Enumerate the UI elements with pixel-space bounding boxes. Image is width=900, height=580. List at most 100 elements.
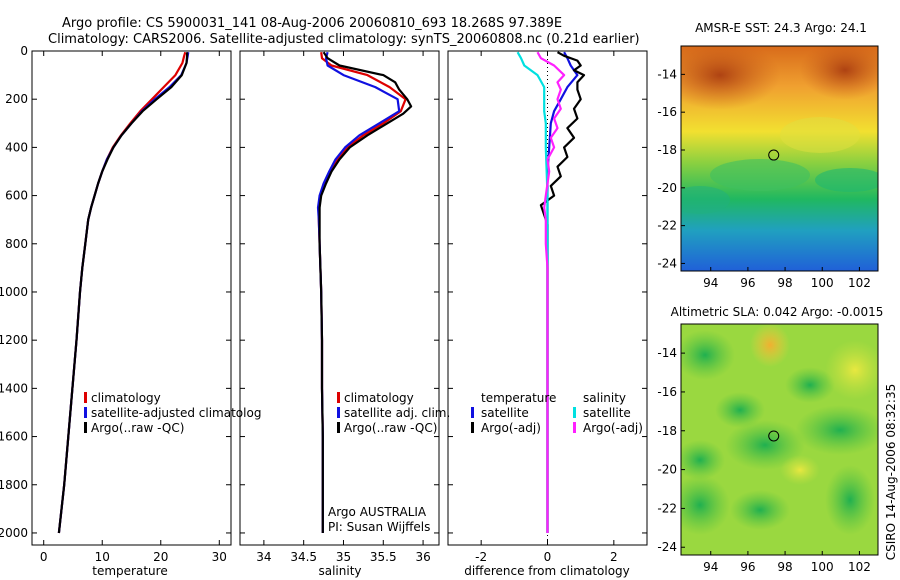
x-tick-label: 2 (610, 550, 618, 564)
temperature-lines (57, 51, 190, 534)
pi-annotation: PI: Susan Wijffels (328, 520, 430, 534)
temperature-xlabel: temperature (92, 564, 167, 578)
legend-label-sal-satellite: satellite (583, 406, 631, 420)
salinity-legend: climatology satellite adj. clim. Argo(..… (337, 391, 450, 435)
map-x-tick-label: 94 (703, 560, 718, 574)
x-tick-label: -2 (475, 550, 487, 564)
y-tick-label: 2000 (0, 526, 28, 540)
map-y-tick-label: -18 (657, 143, 677, 157)
legend-heading-temperature: temperature (481, 391, 556, 405)
sla-heatmap (681, 324, 878, 555)
map-x-tick-label: 94 (703, 276, 718, 290)
figure-title-line-2: Climatology: CARS2006. Satellite-adjuste… (48, 32, 640, 47)
sst-heatmap (681, 46, 878, 271)
map-y-tick-label: -22 (657, 501, 677, 515)
map-x-tick-label: 98 (777, 560, 792, 574)
sla-map-title: Altimetric SLA: 0.042 Argo: -0.0015 (671, 305, 884, 319)
y-tick-label: 1600 (0, 430, 28, 444)
sla-map-ticks: 94 96 98 100 102 -14 -16 -18 -20 -22 -24 (657, 346, 870, 574)
y-tick-label: 1200 (0, 333, 28, 347)
legend-heading-salinity: salinity (583, 391, 626, 405)
y-tick-label: 600 (5, 189, 28, 203)
x-tick-label: 36 (415, 550, 430, 564)
y-tick-label: 400 (5, 140, 28, 154)
difference-panel: -2 0 2 difference from climatology tempera… (447, 50, 648, 578)
map-y-tick-label: -20 (657, 463, 677, 477)
series-line-climatology (57, 51, 187, 534)
map-x-tick-label: 102 (848, 276, 871, 290)
legend-swatch-sal-argo (573, 422, 576, 433)
y-tick-label: 800 (5, 237, 28, 251)
side-timestamp-label: CSIRO 14-Aug-2006 08:32:35 (884, 384, 898, 560)
difference-xlabel: difference from climatology (464, 564, 630, 578)
map-x-tick-label: 96 (740, 560, 755, 574)
map-x-tick-label: 98 (777, 276, 792, 290)
temperature-axes (31, 50, 232, 546)
legend-label-temp-satellite: satellite (481, 406, 529, 420)
x-tick-label: 30 (212, 550, 227, 564)
map-x-tick-label: 100 (811, 276, 834, 290)
legend-swatch-temp-satellite (471, 407, 474, 418)
x-tick-label: 20 (153, 550, 168, 564)
sst-map-ticks: 94 96 98 100 102 -14 -16 -18 -20 -22 -24 (657, 67, 870, 290)
map-y-tick-label: -18 (657, 424, 677, 438)
legend-swatch-temp-argo (471, 422, 474, 433)
temperature-legend: climatology satellite-adjusted climatolo… (84, 391, 261, 435)
x-tick-label: 10 (95, 550, 110, 564)
y-tick-label: 1000 (0, 285, 28, 299)
legend-label-climatology: climatology (91, 391, 161, 405)
legend-swatch-satellite (84, 407, 87, 418)
series-line-salinity-argo-adj- (536, 51, 566, 533)
sla-map-panel: Altimetric SLA: 0.042 Argo: -0.0015 94 96… (657, 305, 884, 574)
legend-label-satellite: satellite-adjusted climatolog (91, 406, 261, 420)
map-y-tick-label: -16 (657, 385, 677, 399)
legend-swatch-argo (337, 422, 340, 433)
sst-map-title: AMSR-E SST: 24.3 Argo: 24.1 (695, 21, 867, 35)
series-line-argo-raw-qc- (318, 51, 413, 533)
x-tick-label: 35.5 (370, 550, 397, 564)
map-y-tick-label: -24 (657, 256, 677, 270)
legend-swatch-argo (84, 422, 87, 433)
map-y-tick-label: -16 (657, 105, 677, 119)
series-line-salinity-satellite (516, 51, 549, 533)
y-tick-label: 1400 (0, 381, 28, 395)
legend-label-satellite: satellite adj. clim. (344, 406, 450, 420)
legend-label-argo: Argo(..raw -QC) (91, 421, 184, 435)
float-owner-annotation: Argo AUSTRALIA (328, 505, 427, 519)
map-y-tick-label: -14 (657, 67, 677, 81)
legend-swatch-climatology (84, 392, 87, 403)
map-y-tick-label: -22 (657, 219, 677, 233)
salinity-panel: 34 34.5 35 35.5 36 salinity climatology sate… (239, 50, 450, 578)
x-tick-label: 34 (256, 550, 271, 564)
legend-swatch-satellite (337, 407, 340, 418)
legend-label-sal-argo: Argo(-adj) (583, 421, 643, 435)
legend-label-temp-argo: Argo(-adj) (481, 421, 541, 435)
figure-title-line-1: Argo profile: CS 5900031_141 08-Aug-2006… (62, 16, 562, 31)
salinity-xlabel: salinity (318, 564, 361, 578)
x-tick-label: 35 (336, 550, 351, 564)
legend-label-climatology: climatology (344, 391, 414, 405)
legend-swatch-climatology (337, 392, 340, 403)
series-line-argo-raw-qc- (57, 52, 189, 534)
map-y-tick-label: -20 (657, 181, 677, 195)
sst-map-axes (680, 45, 879, 272)
temperature-panel: 0 10 20 30 0 200 400 600 800 1000 1200 1400 1600 1800… (0, 44, 261, 578)
legend-swatch-sal-satellite (573, 407, 576, 418)
legend-label-argo: Argo(..raw -QC) (344, 421, 437, 435)
sst-map-panel: AMSR-E SST: 24.3 Argo: 24.1 94 96 98 100 102… (657, 21, 879, 290)
map-y-tick-label: -14 (657, 346, 677, 360)
map-x-tick-label: 96 (740, 276, 755, 290)
salinity-ticks: 34 34.5 35 35.5 36 (240, 50, 439, 564)
sla-argo-location-marker (768, 430, 780, 442)
y-tick-label: 1800 (0, 478, 28, 492)
series-line-satellite (57, 52, 190, 534)
difference-ticks: -2 0 2 (448, 50, 647, 564)
map-x-tick-label: 102 (848, 560, 871, 574)
x-tick-label: 0 (544, 550, 552, 564)
salinity-axes (239, 50, 440, 546)
sla-map-axes (680, 323, 879, 556)
temperature-ticks: 0 10 20 30 0 200 400 600 800 1000 1200 1400 1600 1800… (0, 44, 231, 564)
x-tick-label: 0 (40, 550, 48, 564)
y-tick-label: 0 (20, 44, 28, 58)
